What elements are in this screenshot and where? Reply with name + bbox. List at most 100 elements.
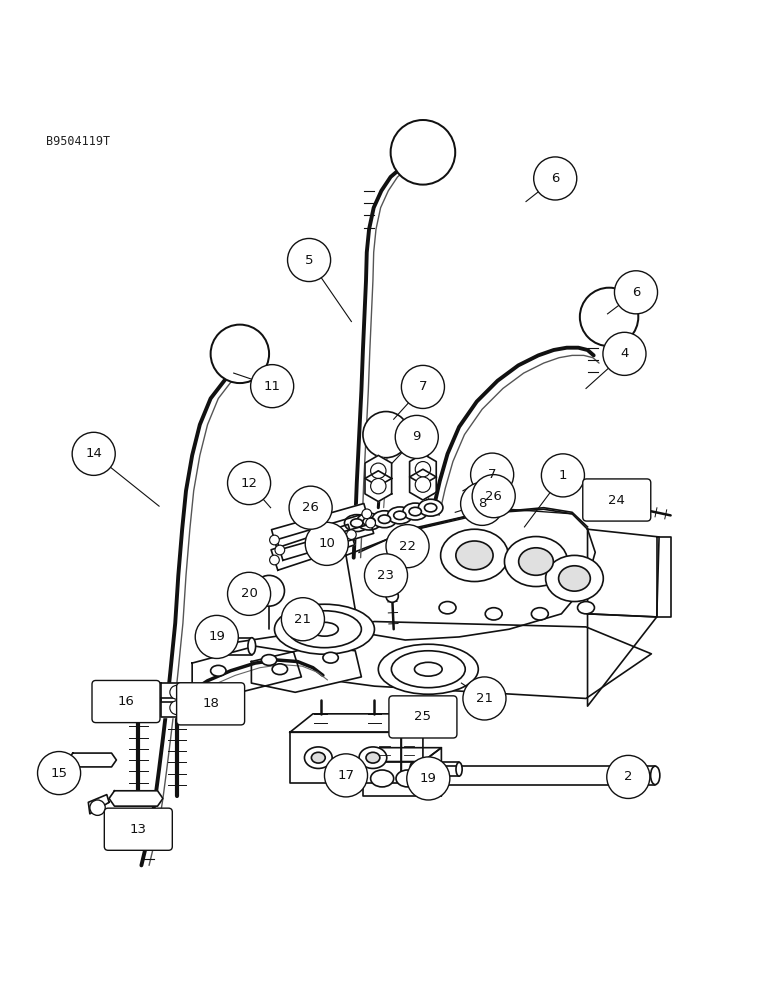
Circle shape	[603, 332, 646, 375]
Text: 6: 6	[631, 286, 640, 299]
Circle shape	[228, 572, 271, 615]
Ellipse shape	[651, 766, 660, 785]
Text: 5: 5	[305, 254, 313, 267]
Text: 12: 12	[241, 477, 258, 490]
Circle shape	[580, 288, 638, 346]
Polygon shape	[192, 646, 301, 692]
Circle shape	[386, 590, 398, 602]
Circle shape	[635, 503, 648, 515]
Ellipse shape	[559, 566, 591, 591]
Ellipse shape	[323, 652, 338, 663]
Text: 26: 26	[486, 490, 502, 503]
Circle shape	[287, 238, 330, 282]
Text: 7: 7	[488, 468, 496, 481]
Ellipse shape	[371, 770, 394, 787]
Circle shape	[90, 800, 105, 815]
Text: 23: 23	[378, 569, 394, 582]
Circle shape	[366, 518, 375, 528]
Circle shape	[131, 685, 145, 699]
Ellipse shape	[396, 770, 419, 787]
Polygon shape	[363, 748, 442, 762]
FancyBboxPatch shape	[583, 479, 651, 521]
Polygon shape	[365, 455, 391, 486]
Polygon shape	[346, 509, 595, 640]
Circle shape	[407, 757, 450, 800]
Ellipse shape	[486, 608, 502, 620]
FancyBboxPatch shape	[389, 696, 457, 738]
Ellipse shape	[439, 602, 456, 614]
FancyBboxPatch shape	[92, 680, 160, 723]
Circle shape	[170, 685, 184, 699]
Ellipse shape	[415, 662, 442, 676]
Circle shape	[324, 754, 367, 797]
Polygon shape	[290, 732, 401, 783]
Text: 8: 8	[478, 497, 486, 510]
Ellipse shape	[311, 752, 325, 763]
Text: 22: 22	[399, 540, 416, 553]
Polygon shape	[423, 748, 442, 796]
Polygon shape	[161, 683, 192, 702]
Ellipse shape	[418, 499, 443, 516]
Text: 25: 25	[415, 710, 432, 723]
Circle shape	[275, 545, 285, 555]
Ellipse shape	[504, 537, 567, 587]
Circle shape	[371, 463, 386, 478]
Polygon shape	[401, 714, 423, 783]
Polygon shape	[363, 762, 423, 796]
Text: 14: 14	[85, 447, 102, 460]
Circle shape	[254, 575, 284, 606]
Text: 20: 20	[241, 587, 258, 600]
Ellipse shape	[394, 511, 406, 520]
Polygon shape	[290, 714, 423, 732]
FancyBboxPatch shape	[104, 808, 172, 850]
Text: 6: 6	[551, 172, 560, 185]
Circle shape	[371, 478, 386, 494]
Ellipse shape	[391, 651, 466, 688]
Circle shape	[51, 761, 65, 775]
Ellipse shape	[519, 548, 554, 575]
Ellipse shape	[359, 747, 387, 768]
Polygon shape	[277, 513, 374, 560]
Ellipse shape	[546, 555, 603, 602]
Polygon shape	[88, 795, 109, 814]
Ellipse shape	[456, 762, 462, 776]
Polygon shape	[410, 469, 436, 500]
Circle shape	[607, 755, 650, 798]
Ellipse shape	[350, 519, 363, 527]
Circle shape	[251, 365, 293, 408]
Ellipse shape	[344, 515, 369, 532]
Ellipse shape	[304, 747, 332, 768]
Text: 26: 26	[302, 501, 319, 514]
Circle shape	[38, 752, 80, 795]
Ellipse shape	[275, 604, 374, 654]
Ellipse shape	[531, 608, 548, 620]
Text: 21: 21	[294, 613, 311, 626]
Circle shape	[363, 412, 409, 458]
Text: 13: 13	[130, 823, 147, 836]
Circle shape	[195, 615, 239, 658]
Text: 2: 2	[624, 770, 632, 783]
Ellipse shape	[310, 622, 338, 636]
Ellipse shape	[262, 655, 277, 665]
Circle shape	[364, 554, 408, 597]
Ellipse shape	[403, 503, 428, 520]
Polygon shape	[272, 503, 370, 550]
Text: 19: 19	[420, 772, 437, 785]
Polygon shape	[221, 622, 652, 698]
Ellipse shape	[366, 752, 380, 763]
Circle shape	[170, 701, 184, 715]
Text: 18: 18	[202, 697, 219, 710]
Polygon shape	[587, 614, 657, 706]
Circle shape	[281, 598, 324, 641]
Text: B9504119T: B9504119T	[46, 135, 110, 148]
Polygon shape	[123, 698, 154, 717]
Circle shape	[228, 462, 271, 505]
Circle shape	[289, 486, 332, 529]
Circle shape	[471, 453, 513, 496]
Polygon shape	[271, 524, 355, 570]
Circle shape	[269, 535, 279, 545]
Polygon shape	[410, 454, 436, 485]
Circle shape	[415, 462, 431, 477]
Circle shape	[305, 522, 348, 565]
Polygon shape	[123, 683, 154, 702]
